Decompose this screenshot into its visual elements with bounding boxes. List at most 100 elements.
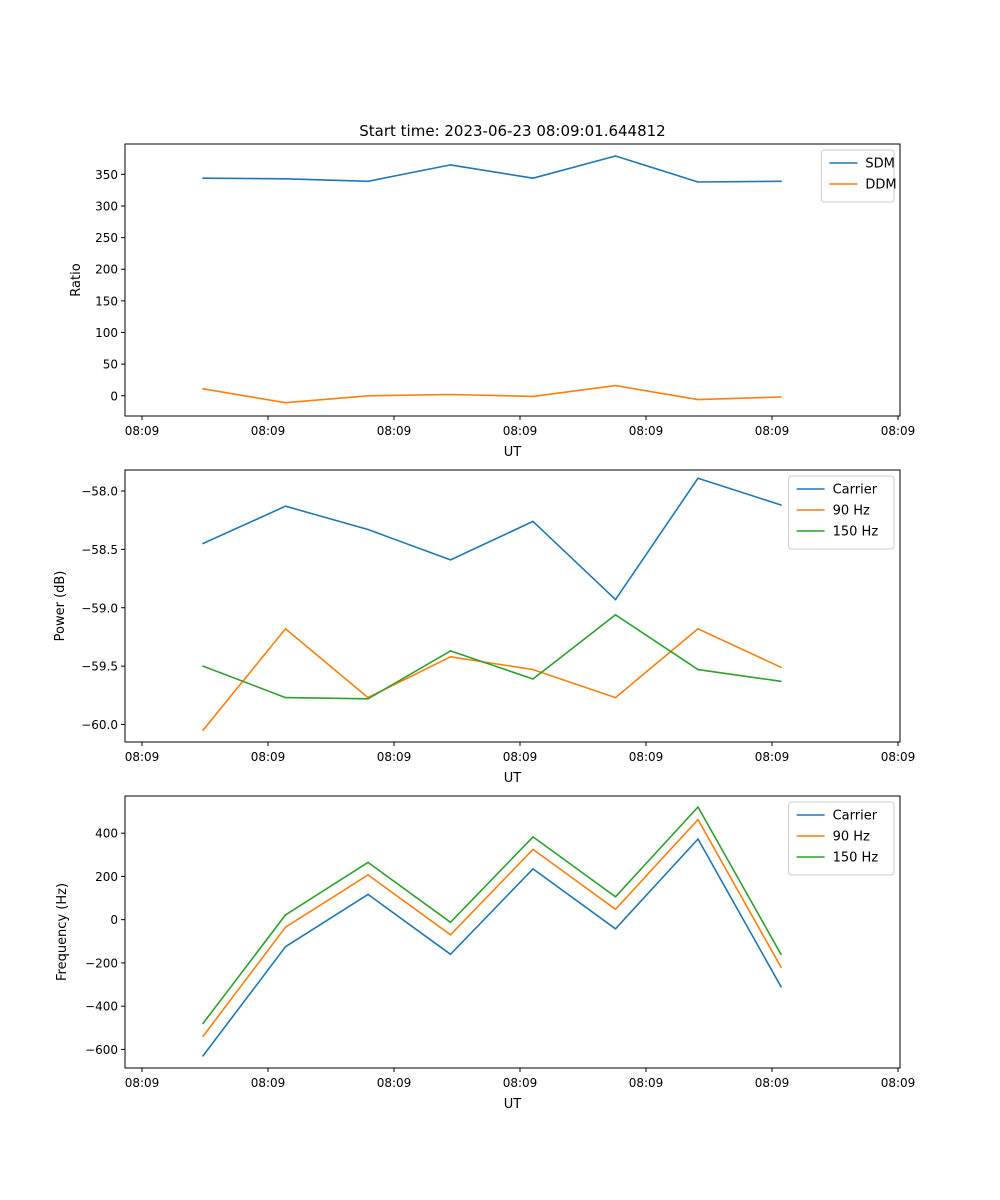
series-line-150-hz [202, 613, 782, 700]
x-tick-label: 08:09 [125, 750, 160, 764]
series-line-90-hz [202, 627, 782, 731]
y-tick-label: 50 [103, 358, 118, 372]
data-point [202, 665, 204, 667]
x-tick-label: 08:09 [125, 1076, 160, 1090]
data-point [367, 874, 369, 876]
data-point [202, 177, 204, 179]
data-point [202, 388, 204, 390]
x-tick-label: 08:09 [251, 1076, 286, 1090]
y-tick-label: 350 [95, 168, 118, 182]
data-point [284, 696, 287, 699]
x-tick-label: 08:09 [881, 1076, 916, 1090]
data-point [697, 668, 699, 671]
axes-frame [124, 143, 901, 417]
chart-title: Start time: 2023-06-23 08:09:01.644812 [359, 122, 665, 140]
data-point [449, 393, 452, 396]
legend-label: 150 Hz [833, 851, 879, 866]
data-point [449, 164, 452, 166]
y-tick-label: 200 [95, 263, 118, 277]
axes-frame [124, 795, 901, 1069]
x-axis: 08:09 08:09 08:09 08:09 08:09 08:09 08:09 [125, 416, 916, 438]
data-point [780, 985, 782, 988]
x-tick-label: 08:09 [251, 424, 286, 438]
data-point [449, 921, 452, 924]
data-point [532, 177, 534, 179]
data-point [697, 181, 699, 183]
y-tick-label: −58.0 [81, 485, 118, 499]
data-point [284, 505, 287, 507]
data-point [367, 528, 369, 531]
data-point [614, 696, 617, 699]
series-line-sdm [202, 155, 782, 183]
y-tick-label: −400 [85, 1000, 118, 1014]
data-point [284, 177, 287, 180]
x-tick-label: 08:09 [377, 1076, 412, 1090]
y-axis: 0 50 100 150 200 250 300 350 [95, 168, 125, 403]
data-point [367, 861, 369, 864]
legend-label: 90 Hz [833, 504, 870, 519]
y-axis-label: Ratio [69, 263, 84, 296]
x-axis-label: UT [504, 1097, 522, 1112]
x-tick-label: 08:09 [629, 750, 664, 764]
data-point [532, 836, 534, 838]
y-tick-label: −58.5 [81, 543, 118, 557]
plot-area [125, 144, 900, 416]
x-tick-label: 08:09 [881, 750, 916, 764]
legend-label: Carrier [833, 483, 878, 498]
data-point [449, 655, 452, 658]
y-tick-label: 400 [95, 827, 118, 841]
legend-label: 90 Hz [833, 830, 870, 845]
data-point [780, 180, 782, 183]
data-point [780, 966, 782, 969]
data-point [202, 1055, 204, 1057]
data-point [202, 729, 204, 732]
data-point [697, 806, 699, 808]
data-point [780, 666, 782, 669]
y-tick-label: 150 [95, 294, 118, 308]
x-tick-label: 08:09 [377, 750, 412, 764]
data-point [449, 650, 452, 652]
data-point [780, 680, 782, 683]
data-point [697, 838, 699, 840]
data-point [284, 914, 287, 916]
legend-label: Carrier [833, 809, 878, 824]
legend: Carrier 90 Hz 150 Hz [788, 801, 895, 876]
data-point [449, 934, 452, 936]
data-point [614, 908, 617, 911]
x-tick-label: 08:09 [881, 424, 916, 438]
legend: SDM DDM [820, 149, 897, 203]
data-point [367, 893, 369, 896]
axes-frame [124, 469, 901, 743]
data-point [284, 401, 287, 404]
data-point [614, 384, 617, 387]
data-point [449, 953, 452, 956]
data-point [367, 698, 369, 700]
data-point [532, 868, 534, 870]
series-line-carrier [202, 838, 782, 1057]
panel-ratio: 08:09 08:09 08:09 08:09 08:09 08:09 08:09 0 50 1… [69, 143, 916, 460]
x-tick-label: 08:09 [629, 1076, 664, 1090]
series-line-150-hz [202, 806, 782, 1024]
y-tick-label: 0 [110, 913, 118, 927]
x-axis-label: UT [504, 445, 522, 460]
data-point [697, 627, 699, 630]
y-tick-label: 250 [95, 231, 118, 245]
x-tick-label: 08:09 [755, 750, 790, 764]
y-axis: −60.0 −59.5 −59.0 −58.5 −58.0 [81, 485, 125, 732]
series-layer [202, 806, 782, 1057]
data-point [532, 520, 534, 523]
y-tick-label: −59.0 [81, 601, 118, 615]
y-axis-label: Frequency (Hz) [55, 883, 70, 981]
data-point [614, 895, 617, 898]
y-tick-label: −200 [85, 956, 118, 970]
plot-area [125, 470, 900, 742]
x-axis: 08:09 08:09 08:09 08:09 08:09 08:09 08:09 [125, 742, 916, 764]
x-axis: 08:09 08:09 08:09 08:09 08:09 08:09 08:09 [125, 1068, 916, 1090]
x-tick-label: 08:09 [755, 1076, 790, 1090]
data-point [780, 953, 782, 956]
y-tick-label: 0 [110, 389, 118, 403]
data-point [284, 926, 287, 929]
legend-label: 150 Hz [833, 525, 879, 540]
series-line-carrier [202, 477, 782, 601]
